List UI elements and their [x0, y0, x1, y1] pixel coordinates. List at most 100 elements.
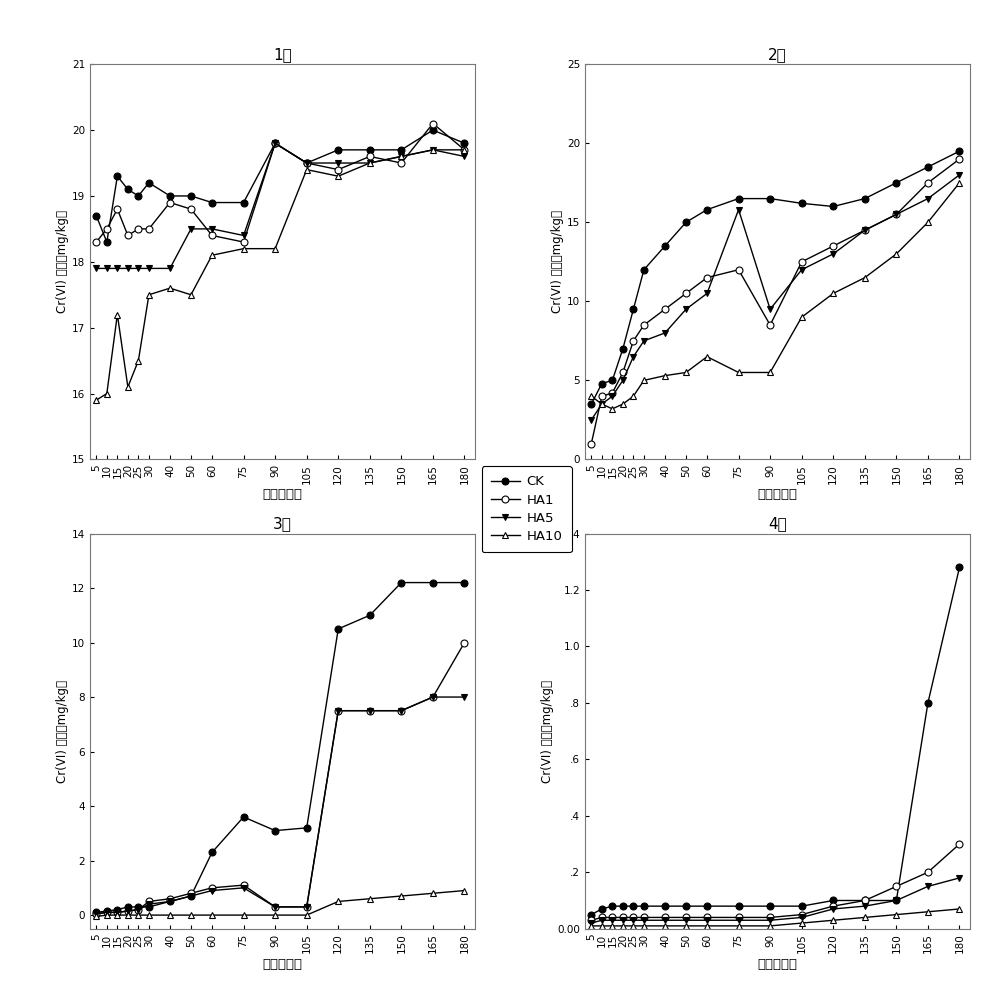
HA10	[890, 248, 902, 260]
CK	[458, 137, 470, 149]
CK	[638, 264, 650, 276]
Line: HA5: HA5	[588, 171, 963, 424]
Line: CK: CK	[588, 564, 963, 918]
HA1	[238, 879, 250, 891]
Legend: CK, HA1, HA5, HA10: CK, HA1, HA5, HA10	[482, 466, 572, 552]
HA10	[269, 243, 281, 255]
HA10	[90, 911, 102, 923]
CK	[301, 157, 313, 169]
Line: CK: CK	[93, 126, 468, 246]
CK	[164, 190, 176, 202]
Line: HA10: HA10	[588, 905, 963, 930]
HA5	[922, 193, 934, 205]
HA10	[143, 909, 155, 921]
HA10	[364, 893, 376, 905]
CK	[701, 204, 713, 215]
Line: HA1: HA1	[588, 155, 963, 448]
HA5	[953, 872, 965, 884]
HA5	[859, 900, 871, 912]
HA1	[132, 223, 144, 235]
HA10	[458, 884, 470, 896]
HA5	[395, 150, 407, 162]
HA10	[332, 170, 344, 182]
HA10	[922, 906, 934, 918]
CK	[364, 144, 376, 156]
CK	[859, 193, 871, 205]
HA1	[890, 208, 902, 220]
CK	[764, 900, 776, 912]
HA1	[627, 912, 639, 924]
Line: HA1: HA1	[588, 841, 963, 924]
HA10	[701, 920, 713, 932]
HA5	[827, 903, 839, 915]
CK	[922, 697, 934, 708]
X-axis label: 时间（天）: 时间（天）	[262, 488, 302, 501]
HA1	[143, 895, 155, 907]
HA10	[638, 920, 650, 932]
CK	[164, 895, 176, 907]
HA1	[111, 204, 123, 215]
Line: HA5: HA5	[93, 694, 468, 917]
X-axis label: 时间（天）: 时间（天）	[758, 957, 798, 970]
HA10	[733, 367, 745, 378]
HA1	[596, 912, 608, 924]
CK	[627, 900, 639, 912]
CK	[680, 900, 692, 912]
Y-axis label: Cr(VI) 浓度（mg/kg）: Cr(VI) 浓度（mg/kg）	[56, 680, 69, 782]
HA10	[627, 920, 639, 932]
HA10	[332, 895, 344, 907]
HA10	[827, 288, 839, 299]
HA1	[733, 264, 745, 276]
HA10	[827, 914, 839, 926]
HA5	[122, 263, 134, 275]
HA5	[585, 414, 597, 426]
HA1	[659, 303, 671, 315]
HA10	[680, 920, 692, 932]
HA5	[659, 914, 671, 926]
HA1	[364, 704, 376, 716]
HA1	[606, 912, 618, 924]
CK	[890, 177, 902, 189]
HA1	[164, 197, 176, 208]
HA5	[332, 704, 344, 716]
CK	[206, 847, 218, 859]
HA10	[701, 351, 713, 363]
HA1	[185, 204, 197, 215]
HA5	[680, 303, 692, 315]
CK	[132, 190, 144, 202]
HA1	[185, 887, 197, 899]
CK	[890, 894, 902, 906]
CK	[122, 901, 134, 913]
CK	[332, 623, 344, 635]
CK	[101, 905, 113, 917]
HA5	[301, 901, 313, 913]
HA1	[206, 882, 218, 894]
CK	[427, 124, 439, 136]
CK	[122, 184, 134, 196]
HA5	[185, 223, 197, 235]
HA1	[701, 912, 713, 924]
Line: HA10: HA10	[93, 887, 468, 920]
CK	[185, 190, 197, 202]
CK	[132, 901, 144, 913]
HA5	[627, 351, 639, 363]
HA1	[458, 636, 470, 648]
HA5	[733, 914, 745, 926]
HA10	[617, 920, 629, 932]
CK	[238, 197, 250, 208]
Title: 3区: 3区	[273, 516, 292, 531]
HA10	[890, 909, 902, 921]
CK	[733, 193, 745, 205]
HA10	[953, 903, 965, 915]
HA5	[890, 208, 902, 220]
HA1	[395, 157, 407, 169]
HA1	[364, 150, 376, 162]
HA1	[122, 229, 134, 241]
CK	[733, 900, 745, 912]
HA5	[238, 882, 250, 894]
HA1	[164, 893, 176, 905]
HA5	[701, 288, 713, 299]
Y-axis label: Cr(VI) 浓度（mg/kg）: Cr(VI) 浓度（mg/kg）	[56, 210, 69, 313]
CK	[90, 209, 102, 221]
HA10	[596, 920, 608, 932]
